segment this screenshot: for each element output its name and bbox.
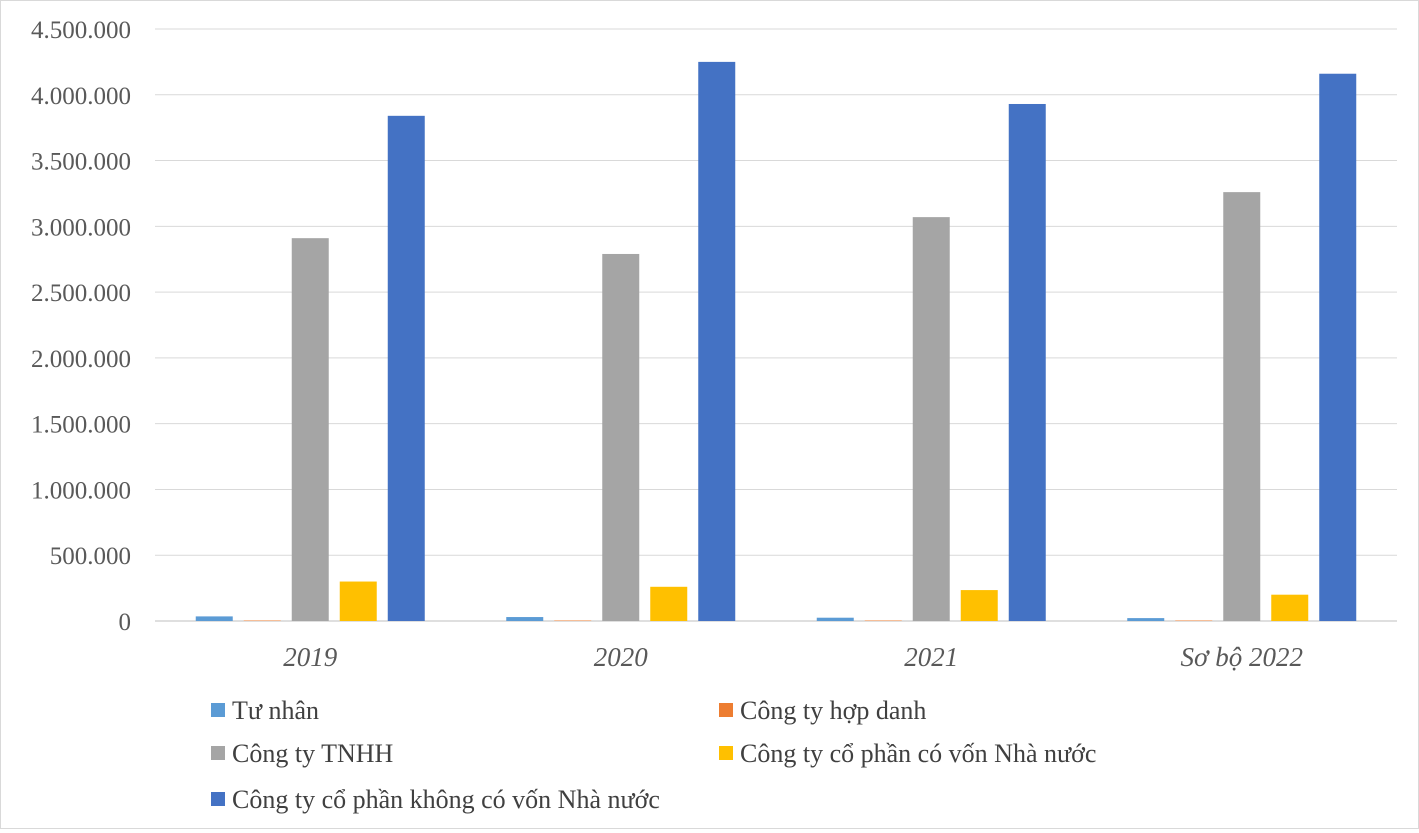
bar-2-3 (864, 620, 902, 621)
legend-label: Công ty cổ phần có vốn Nhà nước (740, 739, 1096, 768)
bar-3-3 (912, 217, 950, 621)
y-tick-label: 1.500.000 (31, 412, 131, 439)
bar-4-2 (650, 586, 688, 621)
bar-1-1 (195, 616, 233, 621)
legend-item: Công ty TNHH (211, 739, 394, 768)
y-tick-label: 2.000.000 (31, 346, 131, 373)
legend-swatch (719, 703, 733, 717)
y-tick-label: 3.000.000 (31, 214, 131, 241)
x-tick-label: Sơ bộ 2022 (1181, 642, 1303, 672)
legend-item: Tư nhân (211, 696, 319, 725)
legend-swatch (211, 792, 225, 806)
legend-swatch (211, 746, 225, 760)
x-tick-label: 2021 (904, 642, 958, 672)
bar-5-4 (1319, 73, 1357, 622)
bar-4-3 (960, 590, 998, 621)
bar-4-4 (1271, 594, 1309, 621)
bar-1-3 (816, 617, 854, 621)
y-tick-label: 0 (119, 609, 132, 636)
y-tick-label: 3.500.000 (31, 149, 131, 176)
bars (195, 61, 1357, 622)
bar-3-2 (602, 253, 640, 621)
bar-5-1 (387, 115, 425, 622)
bar-1-4 (1127, 618, 1165, 621)
y-tick-label: 500.000 (50, 543, 131, 570)
x-tick-label: 2019 (283, 642, 338, 672)
bar-4-1 (339, 581, 377, 621)
y-axis-ticks: 0 500.000 1.000.000 1.500.000 2.000.000 2.500… (31, 17, 131, 636)
gridlines (155, 28, 1397, 622)
legend-swatch (211, 703, 225, 717)
bar-3-1 (291, 238, 329, 621)
legend-label: Tư nhân (232, 696, 319, 725)
bar-2-2 (554, 620, 592, 621)
bar-5-3 (1008, 103, 1046, 621)
y-tick-label: 2.500.000 (31, 280, 131, 307)
legend-item: Công ty cổ phần không có vốn Nhà nước (211, 785, 660, 814)
bar-3-4 (1223, 192, 1261, 621)
bar-1-2 (506, 617, 544, 621)
bar-5-2 (698, 61, 736, 621)
legend-swatch (719, 746, 733, 760)
bar-2-4 (1175, 620, 1213, 621)
bar-2-1 (243, 620, 281, 621)
legend-label: Công ty cổ phần không có vốn Nhà nước (232, 785, 660, 814)
x-axis-ticks: 2019 2020 2021 Sơ bộ 2022 (283, 642, 1303, 672)
y-tick-label: 4.500.000 (31, 17, 131, 44)
legend: Tư nhân Công ty hợp danh Công ty TNHH Công … (211, 696, 1096, 814)
legend-item: Công ty cổ phần có vốn Nhà nước (719, 739, 1096, 768)
y-tick-label: 1.000.000 (31, 477, 131, 504)
legend-label: Công ty hợp danh (740, 696, 926, 725)
legend-item: Công ty hợp danh (719, 696, 926, 725)
legend-label: Công ty TNHH (232, 739, 394, 768)
x-tick-label: 2020 (594, 642, 649, 672)
y-tick-label: 4.000.000 (31, 83, 131, 110)
